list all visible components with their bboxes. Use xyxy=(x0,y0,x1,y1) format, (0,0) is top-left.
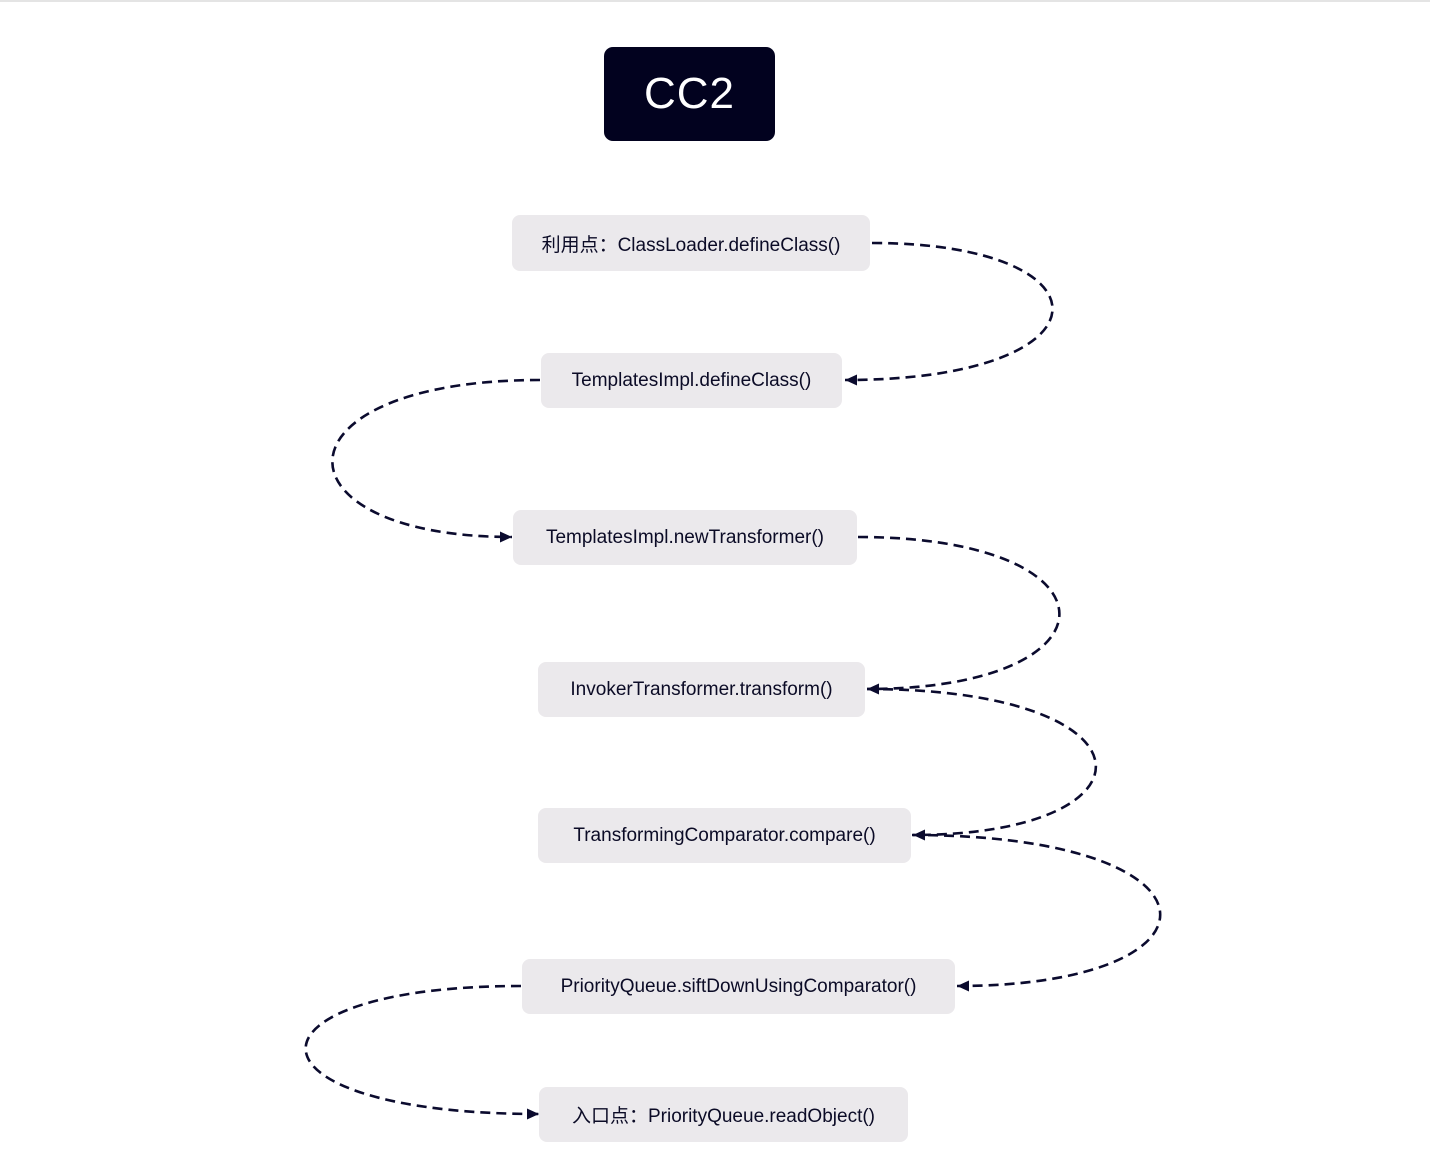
node-classloader-defineclass: 利用点：ClassLoader.defineClass() xyxy=(512,215,870,271)
node-invokertransformer-transform: InvokerTransformer.transform() xyxy=(538,662,865,717)
edge-1-to-2 xyxy=(844,241,1054,386)
diagram-title: CC2 xyxy=(604,47,775,141)
node-priorityqueue-readobject: 入口点：PriorityQueue.readObject() xyxy=(539,1087,908,1142)
node-templatesimpl-defineclass: TemplatesImpl.defineClass() xyxy=(541,353,842,408)
edge-6-to-7 xyxy=(304,984,540,1120)
edge-3-to-4 xyxy=(857,535,1061,695)
node-templatesimpl-newtransformer: TemplatesImpl.newTransformer() xyxy=(513,510,857,565)
edge-2-to-3 xyxy=(331,378,541,543)
node-priorityqueue-siftdown: PriorityQueue.siftDownUsingComparator() xyxy=(522,959,955,1014)
node-transformingcomparator-compare: TransformingComparator.compare() xyxy=(538,808,911,863)
top-border xyxy=(0,0,1430,2)
